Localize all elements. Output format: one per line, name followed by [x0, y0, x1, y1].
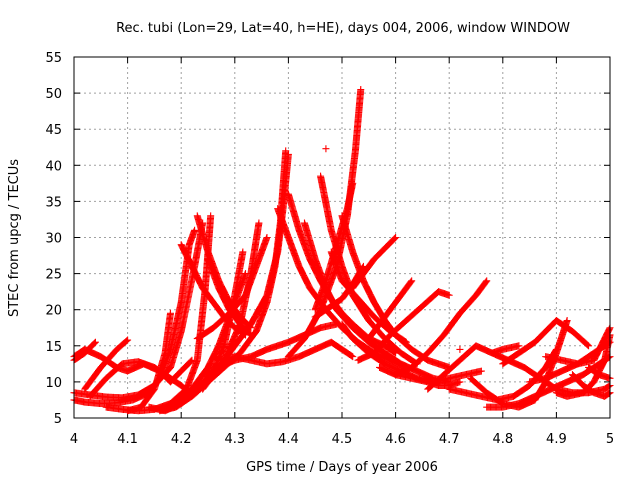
- isolated-point-marker: [322, 145, 330, 153]
- x-tick-label: 4.7: [439, 432, 460, 447]
- x-tick-labels: 4 4.1 4.2 4.3 4.4 4.5 4.6 4.7 4.8 4.9 5: [70, 432, 614, 447]
- series-markers: [124, 309, 174, 415]
- data-series: [499, 317, 593, 368]
- data-series: [204, 255, 255, 339]
- x-tick-label: 4.2: [171, 432, 192, 447]
- x-tick-label: 4.4: [278, 432, 299, 447]
- x-tick-label: 4.9: [546, 432, 567, 447]
- y-tick-label: 35: [45, 195, 62, 210]
- plot-frame: [73, 56, 611, 419]
- x-tick-label: 4.5: [332, 432, 353, 447]
- series-markers: [542, 324, 614, 368]
- data-series: [354, 288, 453, 364]
- y-tick-labels: 5 10 15 20 25 30 35 40 45 50 55: [45, 51, 62, 427]
- series-markers: [177, 241, 250, 339]
- series-markers: [585, 363, 614, 382]
- data-series: [365, 277, 416, 343]
- x-axis-label: GPS time / Days of year 2006: [246, 460, 438, 475]
- y-tick-label: 20: [45, 304, 62, 319]
- data-series: [124, 309, 174, 415]
- data-series: [542, 324, 614, 368]
- data-series: [86, 358, 193, 400]
- y-tick-label: 45: [45, 123, 62, 138]
- x-tick-label: 5: [606, 432, 614, 447]
- y-tick-label: 15: [45, 340, 62, 355]
- series-markers: [483, 353, 614, 411]
- x-tick-label: 4.8: [492, 432, 513, 447]
- series-markers: [86, 358, 193, 400]
- data-series: [81, 336, 132, 393]
- data-series: [177, 241, 250, 339]
- y-tick-label: 30: [45, 232, 62, 247]
- x-tick-label: 4.1: [117, 432, 138, 447]
- data-series: [568, 371, 614, 400]
- y-tick-label: 5: [54, 412, 62, 427]
- data-series: [311, 262, 367, 321]
- series-markers: [311, 262, 367, 321]
- series-markers: [365, 277, 416, 343]
- series-markers: [354, 288, 453, 364]
- y-tick-label: 25: [45, 268, 62, 283]
- series-markers: [204, 255, 255, 339]
- x-tick-label: 4.6: [385, 432, 406, 447]
- x-tick-label: 4.3: [224, 432, 245, 447]
- x-tick-label: 4: [70, 432, 78, 447]
- series-markers: [568, 371, 614, 400]
- series-markers: [81, 336, 132, 393]
- y-tick-label: 50: [45, 87, 62, 102]
- isolated-point-marker: [456, 345, 464, 353]
- data-series: [300, 219, 453, 386]
- data-markers: [70, 85, 614, 415]
- data-series: [585, 363, 614, 382]
- series-markers: [499, 317, 593, 368]
- series-markers: [300, 219, 453, 386]
- y-axis-label: STEC from upcg / TECUs: [7, 159, 22, 317]
- y-tick-label: 10: [45, 376, 62, 391]
- data-series: [483, 353, 614, 411]
- y-tick-label: 55: [45, 51, 62, 66]
- y-tick-label: 40: [45, 159, 62, 174]
- chart-title: Rec. tubi (Lon=29, Lat=40, h=HE), days 0…: [116, 21, 570, 36]
